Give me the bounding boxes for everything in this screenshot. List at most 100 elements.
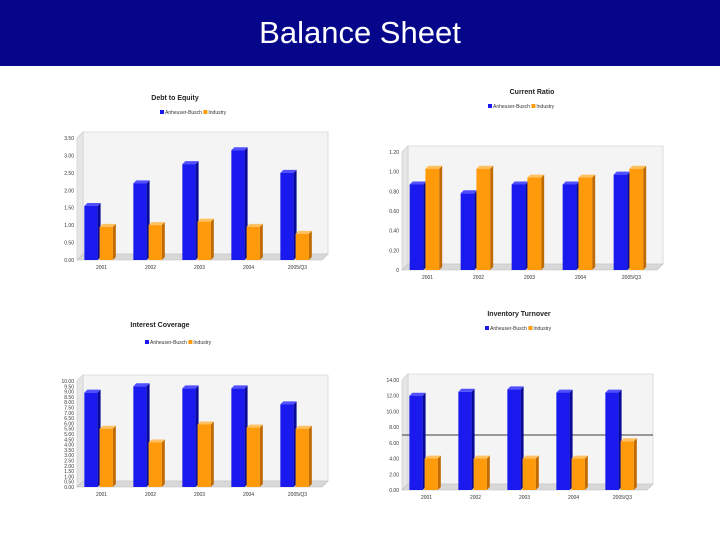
inventory-turnover-chart: Inventory Turnover Anheuser-Busch Industry… — [372, 305, 672, 505]
current-ratio-legend-label-anheuser-busch: Anheuser-Busch — [493, 104, 530, 110]
inventory-turnover-bar-industry-2002 — [473, 455, 490, 490]
interest-coverage-ytick: 2.50 — [64, 459, 74, 465]
current-ratio-xtick-2003: 2003 — [524, 275, 535, 281]
inventory-turnover-xtick-2005-q3: 2005/Q3 — [613, 495, 632, 501]
debt-to-equity-bar-industry-2003 — [197, 218, 214, 260]
interest-coverage-ytick: 7.50 — [64, 406, 74, 412]
inventory-turnover-ytick: 8.00 — [389, 425, 399, 431]
current-ratio-bar-anheuser-busch-2002 — [460, 190, 478, 270]
current-ratio-bar-anheuser-busch-2003 — [511, 181, 529, 270]
debt-to-equity-ytick: 0.50 — [64, 241, 74, 247]
interest-coverage-ytick: 1.50 — [64, 469, 74, 475]
current-ratio-legend-swatch-industry — [531, 104, 536, 108]
slide-title: Balance Sheet — [259, 15, 461, 50]
interest-coverage-ytick: 9.50 — [64, 384, 74, 390]
current-ratio-bar-industry-2004 — [578, 174, 596, 270]
inventory-turnover-bar-industry-2005-q3 — [620, 438, 637, 490]
interest-coverage-chart: Interest Coverage Anheuser-Busch Industry 0… — [55, 316, 335, 501]
inventory-turnover-side-wall — [401, 373, 409, 491]
interest-coverage-ytick: 6.50 — [64, 416, 74, 422]
inventory-turnover-legend-label-anheuser-busch: Anheuser-Busch — [490, 326, 527, 332]
debt-to-equity-chart: Debt to Equity Anheuser-Busch Industry 0.00… — [55, 88, 335, 288]
inventory-turnover-ytick: 6.00 — [389, 441, 399, 447]
interest-coverage-xtick-2001: 2001 — [96, 492, 107, 498]
inventory-turnover-bar-anheuser-busch-2003 — [507, 386, 524, 490]
debt-to-equity-legend-swatch-industry — [203, 110, 208, 114]
interest-coverage-xtick-2004: 2004 — [243, 492, 254, 498]
debt-to-equity-ytick: 3.50 — [64, 136, 74, 142]
current-ratio-ytick: 1.20 — [389, 150, 399, 156]
interest-coverage-bar-anheuser-busch-2001 — [84, 389, 101, 487]
current-ratio-side-wall — [401, 145, 409, 271]
current-ratio-title: Current Ratio — [510, 89, 555, 96]
current-ratio-xtick-2005-q3: 2005/Q3 — [622, 275, 641, 281]
debt-to-equity-ytick: 3.00 — [64, 153, 74, 159]
debt-to-equity-bar-anheuser-busch-2002 — [133, 180, 150, 260]
inventory-turnover-bar-anheuser-busch-2001 — [409, 392, 426, 490]
debt-to-equity-bar-industry-2001 — [99, 223, 116, 260]
debt-to-equity-bar-anheuser-busch-2004 — [231, 147, 248, 260]
interest-coverage-title: Interest Coverage — [130, 322, 189, 329]
inventory-turnover-title: Inventory Turnover — [487, 311, 551, 318]
interest-coverage-xtick-2003: 2003 — [194, 492, 205, 498]
current-ratio-bar-industry-2001 — [425, 165, 443, 270]
interest-coverage-ytick: 8.00 — [64, 400, 74, 406]
debt-to-equity-bar-anheuser-busch-2001 — [84, 202, 101, 260]
slide-header: Balance Sheet — [0, 0, 720, 66]
debt-to-equity-xtick-2004: 2004 — [243, 265, 254, 271]
interest-coverage-ytick: 1.00 — [64, 474, 74, 480]
debt-to-equity-legend-label-anheuser-busch: Anheuser-Busch — [165, 110, 202, 116]
interest-coverage-ytick: 7.00 — [64, 411, 74, 417]
current-ratio-bar-anheuser-busch-2001 — [409, 181, 427, 270]
debt-to-equity-xtick-2003: 2003 — [194, 265, 205, 271]
current-ratio-ytick: 0.80 — [389, 189, 399, 195]
current-ratio-svg: Current Ratio Anheuser-Busch Industry 0 0.20… — [389, 89, 664, 281]
inventory-turnover-legend-swatch-industry — [528, 326, 533, 330]
interest-coverage-side-wall — [76, 374, 84, 488]
current-ratio-ytick: 0.20 — [389, 248, 399, 254]
interest-coverage-bar-industry-2001 — [99, 425, 116, 487]
debt-to-equity-bar-industry-2005-q3 — [295, 230, 312, 260]
debt-to-equity-xtick-2001: 2001 — [96, 265, 107, 271]
interest-coverage-bar-industry-2002 — [148, 439, 165, 487]
inventory-turnover-svg: Inventory Turnover Anheuser-Busch Industry… — [386, 311, 654, 501]
inventory-turnover-legend-label-industry: Industry — [533, 326, 551, 332]
interest-coverage-ytick: 3.50 — [64, 448, 74, 454]
interest-coverage-ytick: 9.00 — [64, 390, 74, 396]
inventory-turnover-ytick: 0.00 — [389, 488, 399, 494]
interest-coverage-ytick: 3.00 — [64, 453, 74, 459]
inventory-turnover-bar-anheuser-busch-2002 — [458, 388, 475, 490]
inventory-turnover-ytick: 12.00 — [386, 394, 399, 400]
current-ratio-bar-industry-2002 — [476, 165, 494, 270]
interest-coverage-bar-anheuser-busch-2005-q3 — [280, 401, 297, 487]
inventory-turnover-bar-industry-2004 — [571, 455, 588, 490]
debt-to-equity-ytick: 1.00 — [64, 223, 74, 229]
interest-coverage-ytick: 6.00 — [64, 421, 74, 427]
interest-coverage-ytick: 5.50 — [64, 427, 74, 433]
inventory-turnover-xtick-2001: 2001 — [421, 495, 432, 501]
interest-coverage-bar-industry-2005-q3 — [295, 425, 312, 487]
debt-to-equity-bar-anheuser-busch-2003 — [182, 161, 199, 260]
inventory-turnover-bar-industry-2001 — [424, 455, 441, 490]
inventory-turnover-ytick: 14.00 — [386, 378, 399, 384]
interest-coverage-legend-swatch-anheuser-busch — [145, 340, 149, 344]
current-ratio-ytick: 1.00 — [389, 170, 399, 176]
current-ratio-bar-anheuser-busch-2004 — [562, 181, 580, 270]
interest-coverage-ytick: 0.00 — [64, 485, 74, 491]
debt-to-equity-xtick-2002: 2002 — [145, 265, 156, 271]
interest-coverage-bar-industry-2004 — [246, 424, 263, 487]
current-ratio-bar-anheuser-busch-2005-q3 — [613, 171, 631, 270]
inventory-turnover-ytick: 2.00 — [389, 472, 399, 478]
current-ratio-chart: Current Ratio Anheuser-Busch Industry 0 0.20… — [372, 82, 672, 292]
current-ratio-xtick-2004: 2004 — [575, 275, 586, 281]
interest-coverage-xtick-2002: 2002 — [145, 492, 156, 498]
interest-coverage-svg: Interest Coverage Anheuser-Busch Industry 0… — [61, 322, 329, 498]
interest-coverage-legend-label-industry: Industry — [193, 340, 211, 346]
current-ratio-xtick-2001: 2001 — [422, 275, 433, 281]
interest-coverage-legend-swatch-industry — [188, 340, 193, 344]
current-ratio-bar-industry-2003 — [527, 174, 545, 270]
interest-coverage-ytick: 2.00 — [64, 464, 74, 470]
current-ratio-ytick: 0.60 — [389, 209, 399, 215]
current-ratio-ytick: 0 — [396, 268, 399, 274]
interest-coverage-xtick-2005-q3: 2005/Q3 — [288, 492, 307, 498]
